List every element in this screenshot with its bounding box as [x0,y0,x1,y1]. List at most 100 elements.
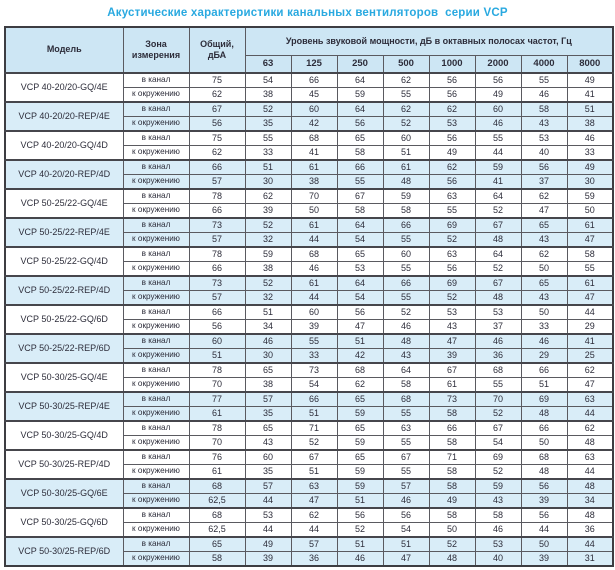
total-dba-cell: 73 [188,275,246,291]
level-cell: 35 [244,406,292,422]
zone-cell: в канал [122,304,190,320]
zone-cell: в канал [122,362,190,378]
level-cell: 44 [566,304,614,320]
table-row: к окружению 66 39 50 58 58 55 52 47 50 [5,203,614,219]
table-body: VCP 40-20/20-GQ/4E в канал 75 54 66 64 62 56 56 5… [4,72,614,567]
level-cell: 41 [290,145,338,161]
level-cell: 56 [520,507,568,523]
level-cell: 36 [290,551,338,567]
table-row: к окружению 61 35 51 59 55 58 52 48 44 [5,406,614,422]
level-cell: 71 [428,449,476,465]
model-cell: VCP 50-30/25-REP/6D [4,536,124,567]
level-cell: 59 [336,406,384,422]
level-cell: 51 [382,145,430,161]
level-cell: 52 [474,406,522,422]
level-cell: 55 [382,261,430,277]
total-dba-cell: 76 [188,449,246,465]
level-cell: 56 [428,130,476,146]
level-cell: 66 [290,391,338,407]
level-cell: 62 [290,507,338,523]
header-freq-250: 250 [336,55,384,74]
table-row: VCP 50-30/25-GQ/6D в канал 68 53 62 56 56 58 58 5… [4,507,614,538]
header-freq-2000: 2000 [474,55,522,74]
level-cell: 51 [244,159,292,175]
level-cell: 65 [520,275,568,291]
level-cell: 63 [566,391,614,407]
level-cell: 59 [336,435,384,451]
level-cell: 64 [336,217,384,233]
model-cell: VCP 40-20/20-GQ/4D [4,130,124,161]
level-cell: 66 [336,159,384,175]
level-cell: 36 [566,522,614,538]
level-cell: 58 [382,377,430,393]
table-row: к окружению 57 32 44 54 55 52 48 43 47 [5,290,614,306]
level-cell: 46 [244,333,292,349]
level-cell: 46 [382,319,430,335]
zone-cell: к окружению [122,522,190,538]
table-header: Модель Зона измерения Общий, дБА Уровень… [4,26,614,74]
level-cell: 44 [244,493,292,509]
level-cell: 57 [382,478,430,494]
table-row: VCP 50-30/25-GQ/6E в канал 68 57 63 59 57 58 59 5… [4,478,614,509]
level-cell: 60 [474,101,522,117]
level-cell: 41 [566,87,614,103]
model-cell: VCP 50-25/22-REP/6D [4,333,124,364]
zone-cell: к окружению [122,319,190,335]
level-cell: 36 [474,348,522,364]
level-cell: 58 [428,435,476,451]
level-cell: 48 [474,232,522,248]
level-cell: 39 [290,319,338,335]
level-cell: 55 [474,130,522,146]
level-cell: 54 [336,290,384,306]
level-cell: 39 [428,348,476,364]
level-cell: 53 [336,261,384,277]
level-cell: 63 [428,188,476,204]
level-cell: 71 [290,420,338,436]
total-dba-cell: 78 [188,188,246,204]
level-cell: 56 [428,87,476,103]
zone-cell: к окружению [122,261,190,277]
level-cell: 54 [290,377,338,393]
level-cell: 62 [428,159,476,175]
level-cell: 48 [474,290,522,306]
level-cell: 44 [520,522,568,538]
header-freq-500: 500 [382,55,430,74]
level-cell: 38 [290,174,338,190]
header-freq-1000: 1000 [428,55,476,74]
zone-cell: к окружению [122,174,190,190]
zone-cell: к окружению [122,290,190,306]
level-cell: 56 [336,116,384,132]
level-cell: 47 [566,377,614,393]
level-cell: 55 [382,464,430,480]
level-cell: 51 [244,304,292,320]
zone-cell: к окружению [122,377,190,393]
header-freq-63: 63 [244,55,292,74]
level-cell: 46 [520,333,568,349]
total-dba-cell: 66 [188,203,246,219]
zone-cell: к окружению [122,116,190,132]
header-row-main: Модель Зона измерения Общий, дБА Уровень… [4,26,614,74]
level-cell: 65 [336,246,384,262]
level-cell: 38 [244,87,292,103]
level-cell: 50 [520,261,568,277]
level-cell: 34 [566,493,614,509]
level-cell: 49 [244,536,292,552]
zone-cell: в канал [122,478,190,494]
level-cell: 52 [474,464,522,480]
level-cell: 35 [244,116,292,132]
level-cell: 69 [520,391,568,407]
level-cell: 73 [428,391,476,407]
zone-cell: в канал [122,130,190,146]
model-cell: VCP 50-25/22-GQ/4D [4,246,124,277]
table-row: VCP 50-25/22-REP/6D в канал 60 46 55 51 48 47 46… [4,333,614,364]
level-cell: 50 [428,522,476,538]
level-cell: 52 [428,536,476,552]
level-cell: 52 [290,435,338,451]
level-cell: 44 [290,232,338,248]
level-cell: 32 [244,232,292,248]
level-cell: 70 [474,391,522,407]
level-cell: 58 [428,406,476,422]
level-cell: 68 [290,130,338,146]
level-cell: 66 [382,217,430,233]
level-cell: 55 [382,435,430,451]
